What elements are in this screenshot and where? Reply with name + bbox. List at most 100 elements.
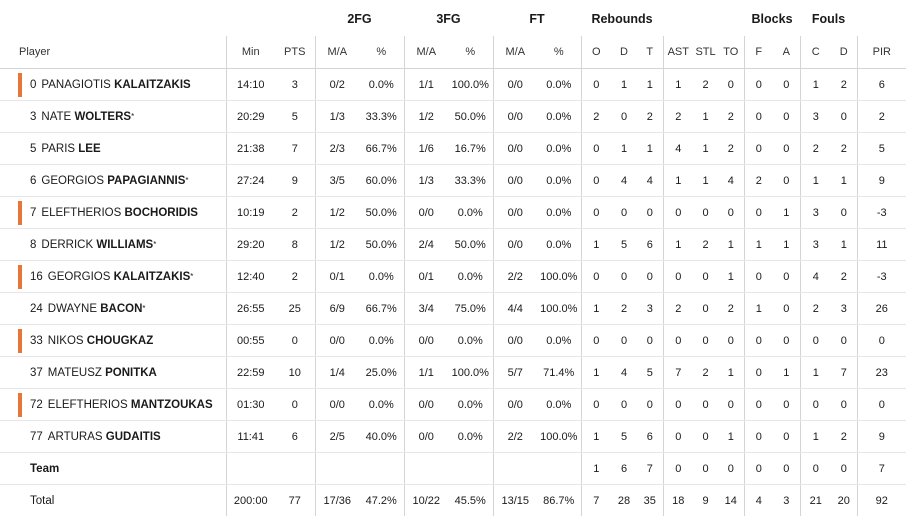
starter-asterisk: * <box>190 272 193 281</box>
col-2fg-pct[interactable]: % <box>359 36 404 69</box>
cell-blk-a: 0 <box>773 69 800 101</box>
player-first-name: NIKOS <box>48 335 84 347</box>
cell-min: 12:40 <box>226 261 275 293</box>
col-min[interactable]: Min <box>226 36 275 69</box>
col-pir[interactable]: PIR <box>857 36 906 69</box>
cell-blk-f: 0 <box>744 421 773 453</box>
col-to[interactable]: TO <box>718 36 744 69</box>
cell-fg2-ma: 17/36 <box>315 485 359 516</box>
player-number: 72 <box>30 399 43 411</box>
cell-fg2-ma: 1/3 <box>315 101 359 133</box>
cell-stl: 2 <box>693 229 718 261</box>
cell-blk-a: 0 <box>773 421 800 453</box>
cell-foul-d: 7 <box>831 357 857 389</box>
cell-ast: 1 <box>663 165 693 197</box>
cell-pts: 25 <box>275 293 315 325</box>
col-ft-ma[interactable]: M/A <box>493 36 537 69</box>
header-group-row: 2FG 3FG FT Rebounds Blocks Fouls <box>0 0 906 36</box>
cell-fg2-pct: 40.0% <box>359 421 404 453</box>
cell-foul-d: 2 <box>831 69 857 101</box>
cell-fg2-pct: 50.0% <box>359 197 404 229</box>
team-row-label: Team <box>0 453 226 485</box>
cell-reb-o: 0 <box>581 389 611 421</box>
cell-blk-f: 1 <box>744 229 773 261</box>
col-foul-d[interactable]: D <box>831 36 857 69</box>
cell-reb-d: 28 <box>611 485 637 516</box>
cell-blk-a: 0 <box>773 293 800 325</box>
cell-pir: 5 <box>857 133 906 165</box>
cell-fg2-ma: 2/3 <box>315 133 359 165</box>
cell-ast: 1 <box>663 69 693 101</box>
player-last-name: GUDAITIS <box>106 431 161 443</box>
cell-fg3-pct: 50.0% <box>448 101 493 133</box>
col-blk-a[interactable]: A <box>773 36 800 69</box>
player-first-name: ARTURAS <box>48 431 103 443</box>
cell-foul-d: 1 <box>831 165 857 197</box>
total-row-label: Total <box>0 485 226 516</box>
cell-ft-ma: 0/0 <box>493 133 537 165</box>
col-3fg-pct[interactable]: % <box>448 36 493 69</box>
cell-pir: 2 <box>857 101 906 133</box>
col-reb-d[interactable]: D <box>611 36 637 69</box>
cell-to: 1 <box>718 421 744 453</box>
col-reb-o[interactable]: O <box>581 36 611 69</box>
cell-reb-o: 0 <box>581 133 611 165</box>
header-column-row: Player Min PTS M/A % M/A % M/A % O D T A… <box>0 36 906 69</box>
col-foul-c[interactable]: C <box>800 36 831 69</box>
col-ast[interactable]: AST <box>663 36 693 69</box>
col-ft-pct[interactable]: % <box>537 36 581 69</box>
col-2fg-ma[interactable]: M/A <box>315 36 359 69</box>
cell-stl: 0 <box>693 197 718 229</box>
cell-to: 0 <box>718 69 744 101</box>
col-reb-t[interactable]: T <box>637 36 663 69</box>
col-blk-f[interactable]: F <box>744 36 773 69</box>
cell-ft-ma: 2/2 <box>493 261 537 293</box>
cell-pir: -3 <box>857 197 906 229</box>
cell-ft-pct: 0.0% <box>537 325 581 357</box>
col-stl[interactable]: STL <box>693 36 718 69</box>
cell-foul-c: 3 <box>800 229 831 261</box>
bench-marker <box>18 393 22 417</box>
cell-fg3-pct: 0.0% <box>448 261 493 293</box>
cell-fg3-pct: 16.7% <box>448 133 493 165</box>
cell-fg2-ma: 0/2 <box>315 69 359 101</box>
cell-stl: 0 <box>693 325 718 357</box>
cell-blk-a: 3 <box>773 485 800 516</box>
col-3fg-ma[interactable]: M/A <box>404 36 448 69</box>
player-last-name: MANTZOUKAS <box>131 399 213 411</box>
cell-blk-f: 0 <box>744 357 773 389</box>
cell-fg2-ma: 1/4 <box>315 357 359 389</box>
cell-fg3-ma: 1/1 <box>404 357 448 389</box>
col-player[interactable]: Player <box>0 36 226 69</box>
cell-pts: 8 <box>275 229 315 261</box>
cell-blk-a: 0 <box>773 101 800 133</box>
cell-pir: 92 <box>857 485 906 516</box>
col-pts[interactable]: PTS <box>275 36 315 69</box>
cell-stl: 0 <box>693 293 718 325</box>
